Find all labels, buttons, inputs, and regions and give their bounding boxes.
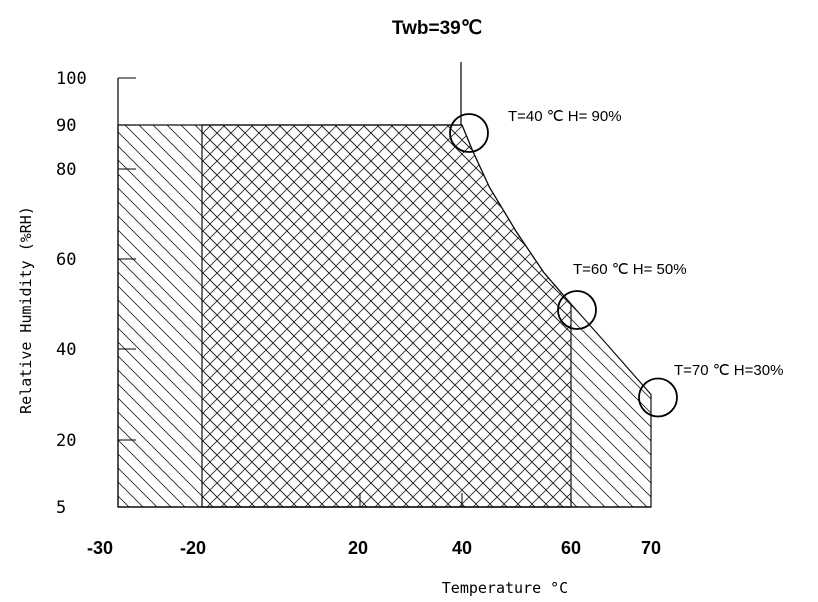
annotation-circle xyxy=(638,377,678,418)
x-tick-label: 40 xyxy=(452,538,472,558)
y-tick-label: 90 xyxy=(56,116,76,136)
y-tick-label: 5 xyxy=(56,498,66,518)
annotation-circle xyxy=(557,290,597,330)
y-tick-label: 20 xyxy=(56,431,76,451)
x-tick-label: 70 xyxy=(641,538,661,558)
x-tick-label: -20 xyxy=(180,538,206,558)
annotation-label: T=70 ℃ H=30% xyxy=(674,362,783,379)
y-tick-label: 40 xyxy=(56,340,76,360)
y-tick-label: 80 xyxy=(56,160,76,180)
axes xyxy=(117,62,651,508)
chart-title: Twb=39℃ xyxy=(392,18,482,39)
x-tick-label: -30 xyxy=(87,538,113,558)
x-ticks: -30 -20 20 40 60 70 xyxy=(87,493,661,558)
annotation-circle xyxy=(449,113,489,153)
y-ticks: 5 20 40 60 80 90 100 xyxy=(56,69,136,518)
annotation-label: T=40 ℃ H= 90% xyxy=(508,108,622,125)
annotations: T=40 ℃ H= 90% T=60 ℃ H= 50% T=70 ℃ H=30% xyxy=(449,108,783,418)
y-tick-label: 60 xyxy=(56,250,76,270)
x-tick-label: 20 xyxy=(348,538,368,558)
region-2-crosshatch xyxy=(202,125,571,507)
y-axis-label: Relative Humidity (%RH) xyxy=(17,206,35,414)
x-axis-label: Temperature °C xyxy=(442,579,568,597)
y-tick-label: 100 xyxy=(56,69,87,89)
annotation-label: T=60 ℃ H= 50% xyxy=(573,261,687,278)
x-tick-label: 60 xyxy=(561,538,581,558)
